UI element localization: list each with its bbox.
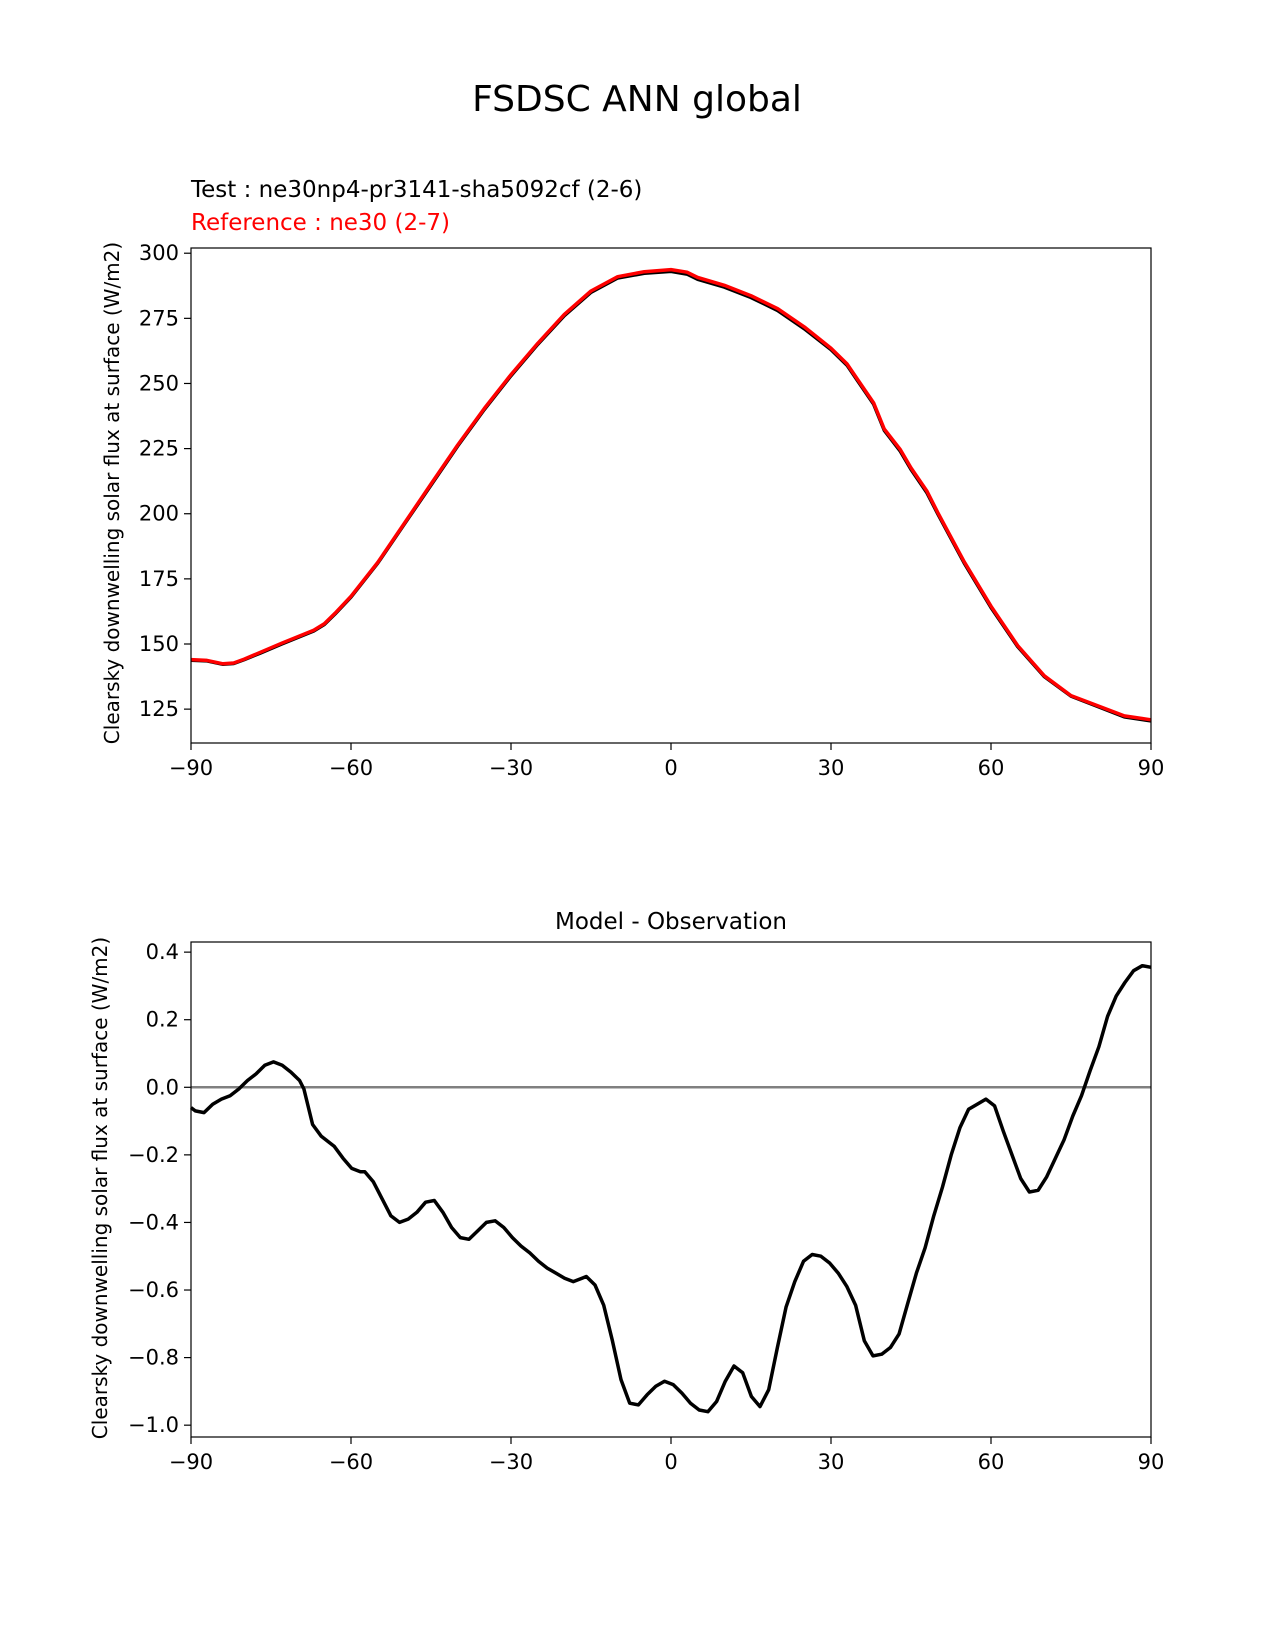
- x-tick-label: −90: [169, 1450, 213, 1474]
- x-tick-label: 90: [1138, 756, 1165, 780]
- bottom-plot-frame: [190, 941, 1152, 1438]
- bottom-axis-ticks: −90 −60 −30 0 30 60 90 −1.0 −0.8 −0.6 −0.4 −0.2 0.0 0…: [128, 940, 1164, 1474]
- y-tick-label: −0.2: [128, 1143, 179, 1167]
- y-tick-label: 300: [139, 241, 179, 265]
- reference-label: Reference : ne30 (2-7): [191, 210, 450, 236]
- bottom-panel: Model - Observation Clearsky downwelling…: [88, 909, 1164, 1474]
- y-tick-label: 275: [139, 306, 179, 330]
- x-tick-label: 60: [978, 1450, 1005, 1474]
- test-label: Test : ne30np4-pr3141-sha5092cf (2-6): [190, 177, 642, 203]
- top-axis-ticks: −90 −60 −30 0 30 60 90 125 150 175 200 225 250 275 300: [139, 241, 1164, 780]
- x-tick-label: −30: [489, 1450, 533, 1474]
- figure-title: FSDSC ANN global: [472, 79, 802, 120]
- series-line-reference: [190, 267, 1152, 722]
- x-tick-label: 60: [978, 756, 1005, 780]
- y-tick-label: 0.4: [146, 940, 179, 964]
- x-tick-label: −30: [489, 756, 533, 780]
- x-tick-label: 90: [1138, 1450, 1165, 1474]
- x-tick-label: −60: [329, 1450, 373, 1474]
- top-y-axis-label: Clearsky downwelling solar flux at surfa…: [100, 242, 124, 744]
- y-tick-label: 175: [139, 567, 179, 591]
- x-tick-label: 0: [664, 1450, 677, 1474]
- bottom-panel-title: Model - Observation: [555, 909, 787, 935]
- series-line-test: [190, 269, 1152, 723]
- top-plot-frame: [190, 247, 1152, 744]
- y-tick-label: −1.0: [128, 1413, 179, 1437]
- bottom-series-lines: [189, 963, 1152, 1414]
- y-tick-label: 150: [139, 632, 179, 656]
- bottom-y-axis-label: Clearsky downwelling solar flux at surfa…: [88, 937, 112, 1439]
- y-tick-label: 250: [139, 371, 179, 395]
- y-tick-label: 225: [139, 437, 179, 461]
- x-tick-label: −90: [169, 756, 213, 780]
- y-tick-label: 200: [139, 502, 179, 526]
- y-tick-label: −0.8: [128, 1346, 179, 1370]
- x-tick-label: 30: [818, 756, 845, 780]
- x-tick-label: −60: [329, 756, 373, 780]
- y-tick-label: −0.4: [128, 1210, 179, 1234]
- y-tick-label: 0.2: [146, 1008, 179, 1032]
- y-tick-label: 0.0: [146, 1075, 179, 1099]
- top-panel: Test : ne30np4-pr3141-sha5092cf (2-6) Re…: [100, 177, 1164, 780]
- x-tick-label: 30: [818, 1450, 845, 1474]
- y-tick-label: 125: [139, 697, 179, 721]
- y-tick-label: −0.6: [128, 1278, 179, 1302]
- top-series-lines: [190, 267, 1152, 723]
- series-line-difference: [189, 963, 1152, 1414]
- x-tick-label: 0: [664, 756, 677, 780]
